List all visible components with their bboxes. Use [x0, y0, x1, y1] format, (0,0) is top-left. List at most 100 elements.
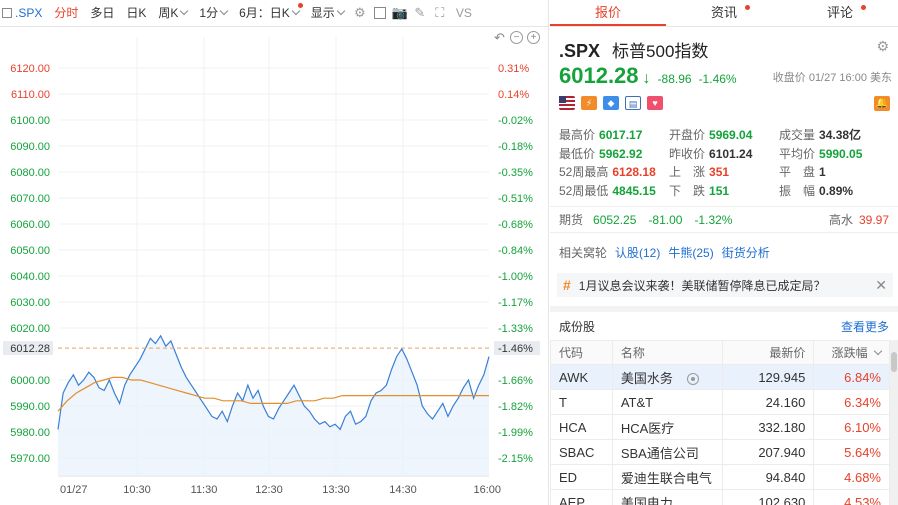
news-banner[interactable]: # 1月议息会议来袭！美联储暂停降息已成定局？ ✕ [557, 273, 893, 297]
camera-icon[interactable]: 📷 [391, 5, 408, 20]
pct-tick-label: -1.33% [498, 323, 533, 335]
y-tick-label: 6030.00 [10, 297, 50, 309]
tab-news[interactable]: 资讯 [666, 0, 782, 26]
zoom-in-icon[interactable]: + [527, 31, 540, 44]
col-price[interactable]: 最新价 [721, 340, 815, 365]
price-line [57, 334, 490, 431]
pct-tick-label: -0.18% [498, 141, 533, 153]
tab-daily[interactable]: 日K [126, 5, 147, 20]
cell-price: 94.840 [721, 464, 815, 490]
pct-tick-label: 0.31% [498, 63, 529, 75]
x-tick-label: 01/27 [60, 484, 88, 496]
pct-tick-label: -1.00% [498, 271, 533, 283]
table-row[interactable]: T AT&T 24.160 6.34% [550, 389, 890, 415]
stat-value: 6017.17 [599, 128, 643, 142]
cell-text: AEP [559, 494, 586, 505]
gear-icon[interactable]: ⚙ [876, 38, 889, 54]
link-warrants[interactable]: 认股(12) [615, 246, 661, 260]
zoom-out-icon[interactable]: − [510, 31, 523, 44]
intraday-chart[interactable]: 6120.00 0.31% 6110.00 0.14% 6100.00 -0.02% 609… [0, 27, 549, 505]
y-tick-label: 5980.00 [10, 427, 50, 439]
weekly-label: 周K [158, 5, 179, 20]
cell-price: 102.630 [721, 489, 815, 505]
display-menu[interactable]: 显示 [305, 0, 350, 26]
pen-icon[interactable]: ✎ [414, 5, 426, 20]
gear-icon[interactable]: ⚙ [353, 5, 366, 20]
cell-change-pct: 6.10% [813, 414, 890, 440]
stat-cell: 52周最高 6128.18 [559, 163, 669, 182]
tab-weekly[interactable]: 周K [152, 0, 193, 26]
tab-multi-day[interactable]: 多日 [90, 5, 115, 20]
stat-value: 351 [709, 165, 730, 179]
cell-code: AEP [550, 489, 613, 505]
symbol-selector[interactable]: .SPX [0, 0, 48, 26]
col-name[interactable]: 名称 [611, 340, 723, 365]
checkbox-icon[interactable] [370, 0, 390, 26]
cell-name: 美国电力 [611, 489, 723, 505]
stats-row: 最高价 6017.17 开盘价 5969.04 成交量 34.38亿 [559, 126, 894, 145]
futures-row[interactable]: 期货 6052.25 -81.00 -1.32% 高水 39.97 [550, 206, 898, 233]
us-flag-icon [559, 96, 575, 110]
cell-change-pct: 6.84% [813, 364, 890, 390]
cell-text: 5.64% [844, 444, 881, 460]
stat-cell: 开盘价 5969.04 [669, 126, 779, 145]
stat-value: 4845.15 [612, 183, 656, 198]
cell-code: ED [550, 464, 613, 490]
lightning-icon[interactable]: ⚡ [581, 96, 597, 110]
y-tick-label: 6060.00 [10, 219, 50, 231]
table-row[interactable]: AEP 美国电力 102.630 4.53% [550, 489, 890, 505]
tag-icon[interactable]: ◆ [603, 96, 619, 110]
tab-intraday[interactable]: 分时 [54, 5, 79, 20]
pct-tick-label: -1.46% [498, 343, 533, 355]
tab-minute[interactable]: 1分 [193, 0, 233, 26]
col-change-pct[interactable]: 涨跌幅 [813, 340, 890, 365]
stat-value: 34.38亿 [819, 128, 862, 142]
chevron-down-icon [291, 6, 301, 15]
price-change-pct: -1.46% [698, 72, 737, 86]
scrollbar-thumb[interactable] [891, 352, 897, 372]
components-table: 代码 名称 最新价 涨跌幅 AWK 美国水务 129.945 6.84% T AT&T 24… [550, 340, 890, 505]
scrollbar[interactable] [890, 340, 898, 505]
close-icon[interactable]: ✕ [875, 276, 887, 293]
table-row[interactable]: HCA HCA医疗 332.180 6.10% [550, 414, 890, 440]
y-tick-label: 6120.00 [10, 63, 50, 75]
table-row[interactable]: ED 爱迪生联合电气 94.840 4.68% [550, 464, 890, 490]
table-row[interactable]: AWK 美国水务 129.945 6.84% [550, 364, 890, 390]
view-more-link[interactable]: 查看更多 [840, 319, 889, 334]
eye-icon[interactable] [686, 373, 699, 386]
undo-icon[interactable]: ↶ [494, 30, 505, 45]
cell-price: 207.940 [721, 439, 815, 465]
col-code[interactable]: 代码 [550, 340, 613, 365]
square-icon [2, 8, 12, 18]
stat-label: 成交量 [779, 128, 816, 142]
pct-tick-label: -1.99% [498, 427, 533, 439]
heart-icon[interactable]: ♥ [647, 96, 663, 110]
vs-button[interactable]: VS [455, 5, 472, 20]
y-tick-label: 6080.00 [10, 167, 50, 179]
bell-icon[interactable]: 🔔 [874, 96, 890, 111]
fullscreen-icon[interactable]: ⛶ [435, 5, 445, 20]
tab-comments-label: 评论 [826, 5, 853, 20]
stock-symbol: .SPX [559, 41, 601, 61]
y-tick-label: 6040.00 [10, 271, 50, 283]
pct-tick-label: -1.17% [498, 297, 533, 309]
y-tick-label: 6050.00 [10, 245, 50, 257]
avg-line [57, 376, 489, 412]
col-change-pct-label: 涨跌幅 [831, 346, 868, 360]
link-street-analysis[interactable]: 街货分析 [721, 246, 770, 260]
document-icon[interactable]: ▤ [625, 96, 641, 110]
y-tick-label: 6090.00 [10, 141, 50, 153]
futures-change: -81.00 [648, 212, 683, 227]
tab-month-day[interactable]: 6月：日K [233, 0, 305, 26]
cell-text: SBA通信公司 [620, 445, 699, 461]
tab-comments[interactable]: 评论 [782, 0, 898, 26]
cell-code: SBAC [550, 439, 613, 465]
pct-tick-label: -1.82% [498, 401, 533, 413]
notification-dot [297, 2, 303, 8]
futures-price: 6052.25 [593, 212, 637, 227]
link-cbbc[interactable]: 牛熊(25) [668, 246, 714, 260]
cell-text: 美国水务 [620, 370, 673, 386]
tab-quote[interactable]: 报价 [550, 0, 666, 26]
table-row[interactable]: SBAC SBA通信公司 207.940 5.64% [550, 439, 890, 465]
cell-change-pct: 6.34% [813, 389, 890, 415]
